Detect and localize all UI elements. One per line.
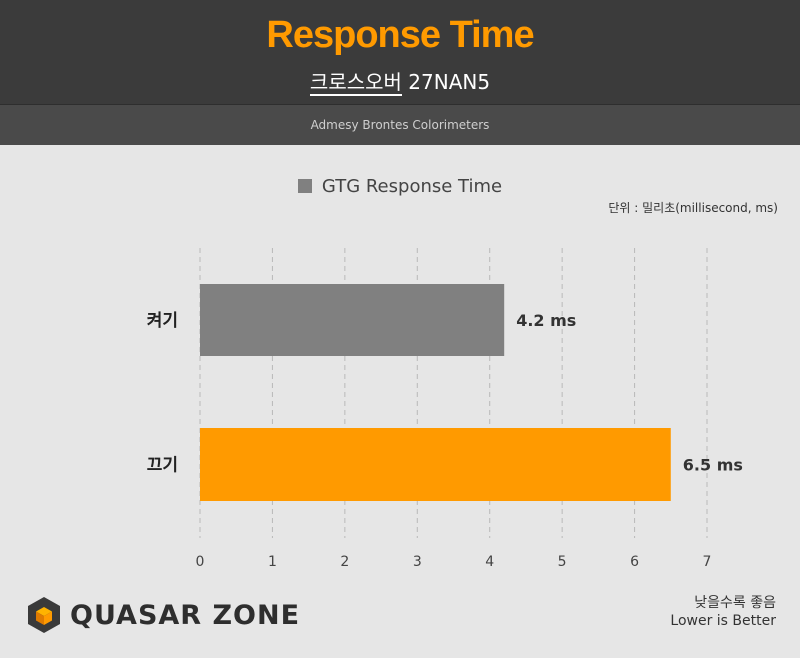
lower-is-better-note: 낮을수록 좋음 Lower is Better (670, 594, 776, 630)
subtitle-brand: 크로스오버 (309, 70, 402, 96)
legend-label: GTG Response Time (321, 176, 503, 197)
bar (200, 284, 505, 356)
unit-label: 단위 : 밀리초(millisecond, ms) (608, 201, 778, 215)
measurement-source: Admesy Brontes Colorimeters (0, 104, 800, 145)
subtitle-model: 27NAN5 (401, 70, 491, 94)
cube-logo-icon (28, 597, 60, 633)
x-tick-label: 3 (413, 554, 422, 570)
x-tick-label: 0 (196, 554, 205, 570)
chart-title: Response Time (266, 14, 534, 56)
note-english: Lower is Better (670, 613, 776, 629)
x-tick-label: 5 (558, 554, 567, 570)
data-label: 4.2 ms (516, 311, 576, 330)
category-label: 켜기 (147, 311, 178, 331)
x-tick-label: 6 (630, 554, 639, 570)
bar (200, 428, 671, 501)
quasarzone-logo: QUASAR ZONE (26, 595, 300, 635)
legend: GTG Response Time (0, 176, 800, 197)
chart-subtitle: 크로스오버 27NAN5 (0, 66, 800, 96)
x-tick-label: 1 (268, 554, 277, 570)
category-label: 끄기 (147, 456, 178, 476)
legend-swatch (297, 179, 312, 193)
x-tick-label: 7 (703, 554, 712, 570)
note-korean: 낮을수록 좋음 (694, 595, 776, 611)
logo-text: QUASAR ZONE (70, 599, 301, 631)
header: Response Time 크로스오버 27NAN5 (0, 0, 800, 104)
data-label: 6.5 ms (683, 456, 743, 475)
x-tick-label: 2 (340, 554, 349, 570)
x-tick-label: 4 (485, 554, 494, 570)
